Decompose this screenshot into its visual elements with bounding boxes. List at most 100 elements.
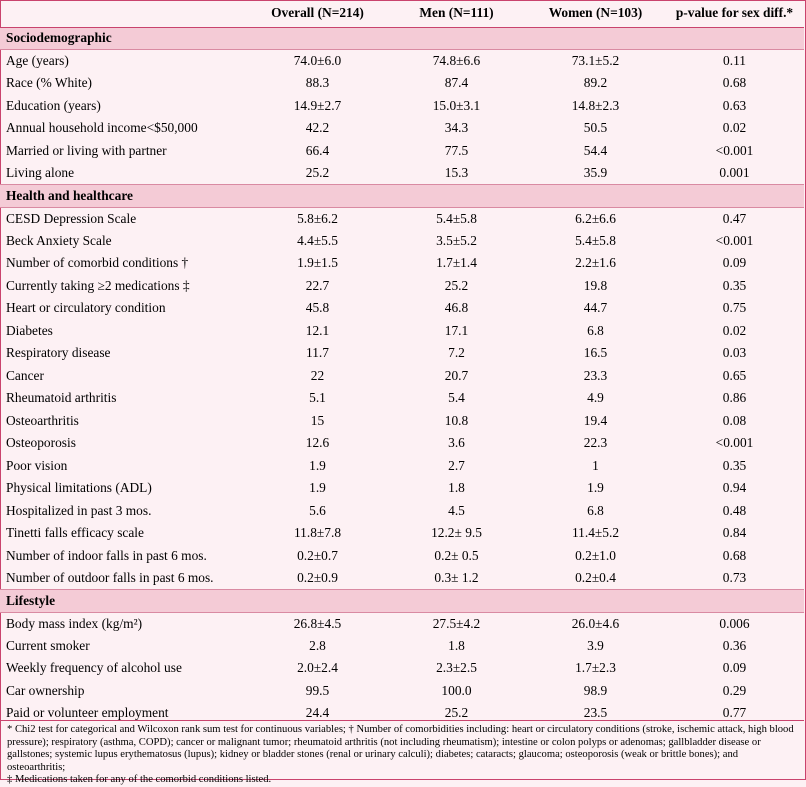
row-label: Cancer [6, 367, 44, 383]
section-header-row: Health and healthcare [0, 184, 804, 208]
row-label: Number of comorbid conditions † [6, 255, 189, 271]
row-label: Weekly frequency of alcohol use [6, 660, 182, 676]
row-label: Rheumatoid arthritis [6, 390, 117, 406]
women-value: 3.9 [587, 637, 604, 653]
men-value: 74.8±6.6 [432, 53, 481, 68]
row-label: Age (years) [6, 53, 69, 68]
p-value: <0.001 [715, 142, 754, 158]
header-row: Overall (N=214) Men (N=111) Women (N=103… [0, 0, 804, 28]
row-label: Hospitalized in past 3 mos. [6, 502, 152, 518]
table-row: Beck Anxiety Scale 4.4±5.5 3.5±5.2 5.4±5.8 <… [0, 230, 804, 253]
overall-value: 12.6 [305, 435, 330, 451]
overall-value: 15 [310, 412, 325, 428]
overall-value: 11.8±7.8 [293, 525, 342, 541]
header-overall: Overall (N=214) [248, 0, 387, 28]
table-row: Number of indoor falls in past 6 mos. 0.2… [0, 545, 804, 568]
p-value: 0.48 [722, 502, 747, 518]
section-title: Health and healthcare [0, 184, 804, 208]
row-label: Annual household income<$50,000 [6, 120, 198, 136]
women-value: 11.4±5.2 [571, 525, 620, 541]
overall-value: 66.4 [305, 142, 330, 158]
overall-value: 2.8 [309, 637, 326, 653]
women-value: 26.0±4.6 [571, 615, 620, 631]
table-row: Cancer 22 20.7 23.3 0.65 [0, 365, 804, 388]
table-row: Rheumatoid arthritis 5.1 5.4 4.9 0.86 [0, 387, 804, 410]
footnote-text: * Chi2 test for categorical and Wilcoxon… [7, 724, 794, 773]
women-value: 1.7±2.3 [575, 660, 616, 676]
row-label: Living alone [6, 165, 75, 180]
table-row: Living alone 25.2 15.3 35.9 0.001 [0, 162, 804, 185]
women-value: 0.2±1.0 [575, 547, 616, 563]
men-value: 4.5 [448, 502, 465, 518]
row-label: Number of outdoor falls in past 6 mos. [6, 570, 214, 585]
men-value: 12.2± 9.5 [431, 525, 482, 541]
p-value: 0.02 [722, 322, 747, 338]
women-value: 73.1±5.2 [571, 53, 620, 68]
women-value: 1.9 [587, 480, 604, 496]
men-value: 25.2 [444, 277, 469, 293]
men-value: 0.2± 0.5 [434, 547, 479, 563]
table-row: Osteoporosis 12.6 3.6 22.3 <0.001 [0, 432, 804, 455]
table-row: Married or living with partner 66.4 77.5 54… [0, 140, 804, 163]
men-value: 46.8 [444, 300, 469, 316]
overall-value: 11.7 [306, 345, 329, 361]
overall-value: 5.1 [309, 390, 326, 406]
table-row: Current smoker 2.8 1.8 3.9 0.36 [0, 635, 804, 658]
p-value: <0.001 [715, 232, 754, 248]
row-label: Married or living with partner [6, 142, 167, 158]
table-row: Diabetes 12.1 17.1 6.8 0.02 [0, 320, 804, 343]
p-value: 0.75 [722, 300, 747, 316]
men-value: 7.2 [448, 345, 465, 361]
footnotes: * Chi2 test for categorical and Wilcoxon… [0, 720, 804, 787]
p-value: 0.35 [722, 457, 747, 473]
p-value: 0.47 [722, 210, 747, 226]
table-row: Heart or circulatory condition 45.8 46.8 44… [0, 297, 804, 320]
section-title: Lifestyle [0, 589, 804, 613]
overall-value: 1.9 [309, 480, 326, 496]
p-value: 0.11 [723, 53, 746, 68]
row-label: Current smoker [6, 637, 90, 653]
p-value: <0.001 [715, 435, 754, 451]
table-body: Sociodemographic Age (years) 74.0±6.0 74.8±… [0, 26, 804, 725]
row-label: Heart or circulatory condition [6, 300, 166, 316]
p-value: 0.02 [722, 120, 747, 136]
men-value: 5.4±5.8 [436, 210, 477, 226]
table-row: Body mass index (kg/m²) 26.8±4.5 27.5±4.2 2… [0, 612, 804, 635]
table-row: Tinetti falls efficacy scale 11.8±7.8 12.2… [0, 522, 804, 545]
row-label: Tinetti falls efficacy scale [6, 525, 144, 541]
women-value: 89.2 [583, 75, 608, 91]
women-value: 5.4±5.8 [575, 232, 616, 248]
men-value: 15.3 [444, 165, 469, 180]
header-men: Men (N=111) [387, 0, 526, 28]
table-row: Number of outdoor falls in past 6 mos. 0.… [0, 567, 804, 590]
overall-value: 5.8±6.2 [297, 210, 338, 226]
men-value: 0.3± 1.2 [434, 570, 479, 585]
table-row: Car ownership 99.5 100.0 98.9 0.29 [0, 680, 804, 703]
p-value: 0.36 [722, 637, 747, 653]
section-title: Sociodemographic [0, 26, 804, 50]
row-label: Body mass index (kg/m²) [6, 615, 143, 631]
p-value: 0.63 [722, 97, 747, 113]
row-label: Osteoporosis [6, 435, 76, 451]
row-label: Number of indoor falls in past 6 mos. [6, 547, 207, 563]
table-row: Paid or volunteer employment 24.4 25.2 23.5… [0, 702, 804, 725]
women-value: 50.5 [583, 120, 608, 136]
women-value: 2.2±1.6 [575, 255, 616, 271]
overall-value: 99.5 [305, 682, 330, 698]
overall-value: 5.6 [309, 502, 326, 518]
overall-value: 45.8 [305, 300, 330, 316]
women-value: 4.9 [587, 390, 604, 406]
women-value: 6.2±6.6 [575, 210, 616, 226]
table-row: Respiratory disease 11.7 7.2 16.5 0.03 [0, 342, 804, 365]
p-value: 0.77 [722, 705, 747, 721]
row-label: Education (years) [6, 97, 101, 113]
overall-value: 4.4±5.5 [297, 232, 338, 248]
overall-value: 26.8±4.5 [293, 615, 342, 631]
table-row: Education (years) 14.9±2.7 15.0±3.1 14.8±2.… [0, 95, 804, 118]
women-value: 35.9 [583, 165, 608, 180]
row-label: Race (% White) [6, 75, 93, 91]
section-header-row: Lifestyle [0, 589, 804, 613]
row-label: Osteoarthritis [6, 412, 79, 428]
p-value: 0.86 [722, 390, 747, 406]
men-value: 10.8 [444, 412, 469, 428]
